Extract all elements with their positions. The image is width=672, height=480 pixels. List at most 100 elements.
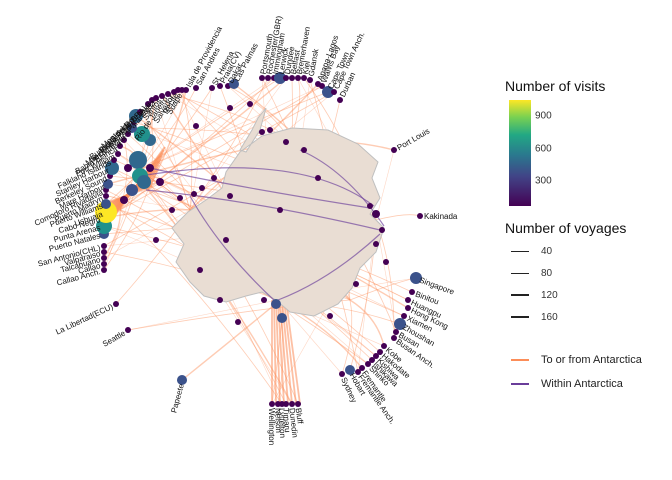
port-marker-stanley-harbour [105, 161, 119, 175]
route-within-antarctica [145, 189, 381, 231]
station-marker [217, 297, 223, 303]
port-marker-cape-town-anch [331, 89, 337, 95]
port-marker-gdansk [307, 77, 313, 83]
route-to-from-antarctica [103, 209, 121, 259]
port-marker-fremantle-anch [355, 369, 361, 375]
route-to-from-antarctica [273, 299, 277, 405]
route-to-from-antarctica [119, 209, 283, 405]
port-marker-fremantle [359, 365, 365, 371]
port-marker-las-palmas [229, 79, 239, 89]
station-marker [146, 164, 154, 172]
port-marker-durban [337, 97, 343, 103]
port-label-wellington: Wellington [267, 408, 276, 445]
port-marker-huangpu [405, 297, 411, 303]
station-marker [124, 164, 132, 172]
station-marker [193, 123, 199, 129]
route-to-from-antarctica [139, 87, 197, 171]
port-marker-falkland-islands [111, 157, 117, 163]
station-marker [169, 207, 175, 213]
route-type-legend: To or from Antarctica Within Antarctica [505, 348, 665, 396]
station-marker [223, 237, 229, 243]
route-within-antarctica [277, 233, 381, 301]
port-marker-mare-harbour [103, 179, 113, 189]
legend-to-from-antarctica: To or from Antarctica [505, 348, 665, 372]
station-marker [383, 259, 389, 265]
port-label-kakinada: Kakinada [424, 212, 458, 221]
station-marker [177, 195, 183, 201]
port-marker-hong-kong [405, 305, 411, 311]
port-markers [95, 72, 423, 407]
port-marker-kakinada [417, 213, 423, 219]
route-within-antarctica [189, 195, 277, 303]
port-label-dunedin: Dunedin [287, 408, 299, 439]
port-marker-wellington [269, 401, 275, 407]
route-to-from-antarctica [139, 91, 329, 171]
port-marker-dunedin [289, 401, 295, 407]
port-marker-la-libertad-ecu [113, 301, 119, 307]
port-marker-seattle [125, 327, 131, 333]
port-label-la-libertad-ecu: La Libertad(ECU) [54, 302, 115, 337]
port-marker-valparaiso [101, 249, 107, 255]
voyages-row-80: 80 [505, 262, 665, 284]
port-marker-buenos-aires [127, 123, 137, 133]
route-to-from-antarctica [189, 87, 213, 211]
port-label-port-louis: Port Louis [395, 127, 431, 153]
route-to-from-antarctica [103, 209, 191, 259]
port-marker-san-antonio-chl [101, 243, 107, 249]
port-marker-hobart [345, 365, 355, 375]
voyages-legend-title: Number of voyages [505, 220, 627, 236]
port-marker-shinko [365, 361, 371, 367]
station-marker [373, 241, 379, 247]
port-label-timaru: Timaru [281, 408, 292, 433]
port-marker-sydney [339, 371, 345, 377]
port-marker-san-andres [193, 85, 199, 91]
port-marker-bluff [295, 401, 301, 407]
station-marker [353, 281, 359, 287]
route-to-from-antarctica [189, 77, 287, 211]
station-marker [267, 127, 273, 133]
port-marker-paranagua [153, 95, 159, 101]
route-to-from-antarctica [285, 299, 301, 405]
voyages-row-160: 160 [505, 306, 665, 328]
station-marker [120, 196, 128, 204]
route-to-from-antarctica [103, 189, 149, 271]
route-to-from-antarctica [375, 149, 395, 221]
port-marker-suape [179, 87, 185, 93]
port-marker-zhoushan [394, 318, 406, 330]
route-to-from-antarctica [119, 77, 287, 211]
route-to-from-antarctica [147, 77, 275, 191]
port-marker-callao [101, 261, 107, 267]
port-label-papeete: Papeete [169, 382, 186, 414]
station-marker [137, 175, 151, 189]
port-marker-kiel [301, 75, 307, 81]
station-marker [283, 139, 289, 145]
route-to-from-antarctica [277, 299, 343, 375]
port-marker-santos [159, 93, 165, 99]
route-to-from-antarctica [155, 97, 191, 211]
station-marker [379, 227, 385, 233]
station-marker [156, 178, 164, 186]
voyages-row-120: 120 [505, 284, 665, 306]
port-marker-xiamen [401, 313, 407, 319]
station-marker [199, 185, 205, 191]
route-to-from-antarctica [341, 299, 353, 375]
route-to-from-antarctica [189, 77, 269, 211]
voyages-legend: 40 80 120 160 [505, 240, 665, 328]
route-to-from-antarctica [139, 85, 323, 171]
station-marker [259, 129, 265, 135]
port-marker-necochea [121, 137, 127, 143]
port-marker-nelson [275, 401, 281, 407]
port-marker-ushuaia [95, 201, 117, 223]
station-marker [315, 175, 321, 181]
station-marker [227, 105, 233, 111]
port-marker-papeete [177, 375, 187, 385]
visits-tick-600: 600 [535, 143, 552, 155]
route-within-antarctica [139, 167, 375, 207]
port-marker-singapore [410, 272, 422, 284]
station-marker [191, 191, 197, 197]
port-marker-hakodate [377, 349, 383, 355]
station-marker [277, 207, 283, 213]
route-to-from-antarctica [275, 299, 281, 405]
port-marker-puerto-madryn [103, 193, 109, 199]
